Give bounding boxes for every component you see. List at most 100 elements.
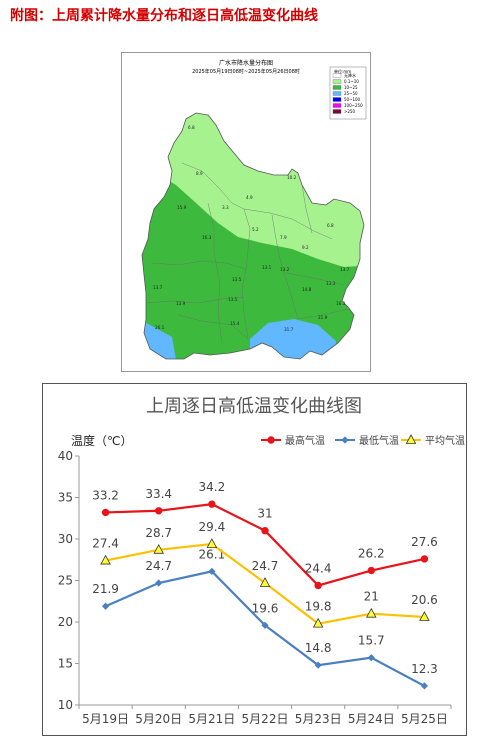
page-heading: 附图：上周累计降水量分布和逐日高低温变化曲线 [10,8,318,24]
station-value: 16.3 [202,235,212,240]
data-label: 19.8 [305,600,332,614]
data-label: 28.7 [145,526,172,540]
temperature-chart: 上周逐日高低温变化曲线图 温度（℃） 最高气温 最低气温 平均气温 10 15 20 25… [42,383,467,736]
data-point [259,577,271,587]
legend-swatch [332,79,342,84]
legend-label: 100~250 [344,103,363,108]
station-value: 6.8 [188,125,195,130]
legend-label: 25~50 [344,91,358,96]
station-value: 21.9 [318,315,328,320]
station-value: 13.3 [326,281,336,286]
y-tick-label: 25 [58,574,73,588]
data-label: 19.6 [252,601,279,615]
x-tick-label: 5月24日 [348,712,395,726]
data-label: 24.7 [145,559,172,573]
x-tick-label: 5月25日 [401,712,448,726]
data-point [314,581,322,590]
data-label: 33.4 [145,487,172,501]
legend-label: >250 [344,109,355,114]
region-outline [141,112,365,360]
township-borders [145,162,349,344]
station-value: 13.2 [280,267,290,272]
precipitation-map: 广水市降水量分布图 2025年05月19日08时~2025年05月26日08时 … [121,52,371,372]
legend-label: 10~25 [344,85,358,90]
zone-25-50-west [142,315,178,359]
station-value: 15.9 [177,205,187,210]
data-point [405,434,417,444]
chart-series: 33.2 33.4 34.2 31 24.4 26.2 27.6 21.9 24.7 26.1 19… [92,480,438,690]
legend-label: 最低气温 [359,434,399,447]
data-point [100,554,111,565]
series-triangle: 27.4 28.7 29.4 24.7 19.8 21 20.6 [92,520,438,628]
legend-swatch [332,85,342,90]
x-tick-label: 5月22日 [242,712,289,726]
y-tick-label: 10 [58,698,73,712]
station-value: 3.3 [222,205,229,210]
data-label: 21 [364,590,379,604]
station-value: 13.9 [176,301,186,306]
map-title: 广水市降水量分布图 [219,59,273,67]
map-canvas: 广水市降水量分布图 2025年05月19日08时~2025年05月26日08时 … [141,59,367,360]
data-point [101,508,110,517]
data-label: 24.7 [252,559,279,573]
station-value: 4.9 [246,195,253,200]
data-label: 27.6 [411,535,438,549]
data-label: 14.8 [305,641,332,655]
station-value: 13.7 [153,285,163,290]
data-point [314,661,322,669]
station-value: 13.5 [228,297,238,302]
data-point [341,436,349,444]
station-value: 13.5 [232,277,242,282]
data-point [366,607,377,618]
y-tick-label: 15 [58,657,73,671]
y-tick-label: 35 [58,491,73,505]
station-value: 9.2 [302,245,309,250]
legend-swatch [332,109,342,114]
station-value: 15.4 [230,321,240,326]
data-point [206,538,218,548]
x-tick-label: 5月23日 [295,712,342,726]
chart-canvas: 上周逐日高低温变化曲线图 温度（℃） 最高气温 最低气温 平均气温 10 15 20 25… [58,396,465,726]
data-point [420,682,429,690]
data-label: 33.2 [92,488,119,502]
legend-label: 最高气温 [285,434,325,447]
data-label: 21.9 [92,582,119,596]
data-point [420,555,429,563]
data-point [101,602,110,610]
legend-unit: 单位:mm [334,68,351,74]
data-point [208,567,216,575]
chart-axes: 10 15 20 25 30 35 40 5月19日 5月20日 5月21日 5月22日 5月23日 5… [58,449,452,726]
station-value: 31.7 [284,327,294,332]
legend-label: 无降水 [344,72,356,78]
data-label: 15.7 [358,634,385,648]
station-value: 16.3 [336,301,346,306]
station-value: 14.8 [302,287,312,292]
station-value: 8.9 [196,171,203,176]
legend-label: 平均气温 [425,434,465,447]
legend-swatch [332,91,342,96]
station-value: 13.7 [340,267,350,272]
chart-legend: 最高气温 最低气温 平均气温 [261,434,465,447]
data-point [267,436,275,444]
station-value: 5.2 [252,227,259,232]
y-tick-label: 30 [58,532,73,546]
data-point [261,621,269,629]
legend-swatch [332,103,342,108]
legend-label: 0.1~10 [344,79,359,84]
legend-swatch [332,97,342,102]
data-point [367,566,375,575]
map-station-markers: 6.8 8.9 4.9 3.3 10.2 15.9 16.3 5.2 7.9 6… [153,125,350,332]
data-label: 20.6 [411,593,438,607]
data-point [367,654,375,662]
legend-label: 50~100 [344,97,361,102]
station-value: 26.1 [155,325,165,330]
data-label: 26.1 [198,547,225,561]
data-point [208,500,216,508]
chart-title: 上周逐日高低温变化曲线图 [146,396,362,417]
data-label: 34.2 [198,480,225,494]
legend-swatch [332,73,342,78]
series-circle: 33.2 33.4 34.2 31 24.4 26.2 27.6 [92,480,438,590]
data-label: 27.4 [92,537,119,551]
station-value: 10.2 [287,175,297,180]
map-subtitle: 2025年05月19日08时~2025年05月26日08时 [192,68,300,75]
